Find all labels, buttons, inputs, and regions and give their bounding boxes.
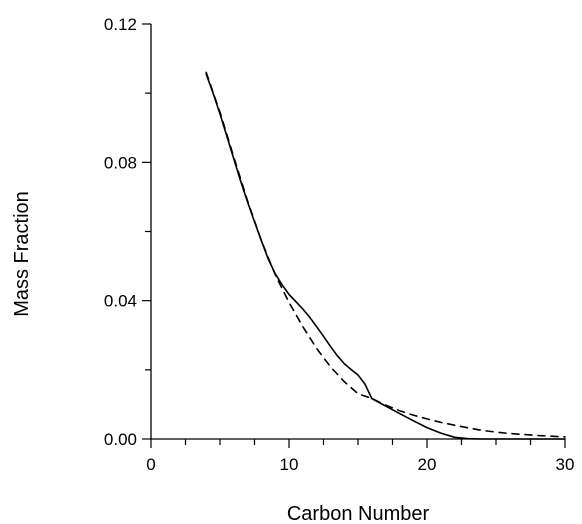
y-axis: 0.00 0.04 0.08 0.12 [104, 15, 151, 449]
dashed-series-line [205, 71, 566, 438]
x-axis-label: Carbon Number [287, 503, 430, 524]
x-tick-label: 0 [146, 455, 155, 474]
series-layer [205, 71, 566, 440]
y-tick-label: 0.04 [104, 292, 137, 311]
x-tick-label: 10 [280, 455, 299, 474]
y-axis-label: Mass Fraction [11, 191, 33, 317]
y-tick-label: 0.08 [104, 153, 137, 172]
x-axis: 0 10 20 30 [146, 439, 574, 474]
x-tick-label: 30 [556, 455, 575, 474]
y-tick-label: 0.12 [104, 15, 137, 34]
plot-frame [150, 24, 565, 440]
x-tick-label: 20 [418, 455, 437, 474]
y-tick-label: 0.00 [104, 430, 137, 449]
solid-series-line [205, 73, 566, 440]
